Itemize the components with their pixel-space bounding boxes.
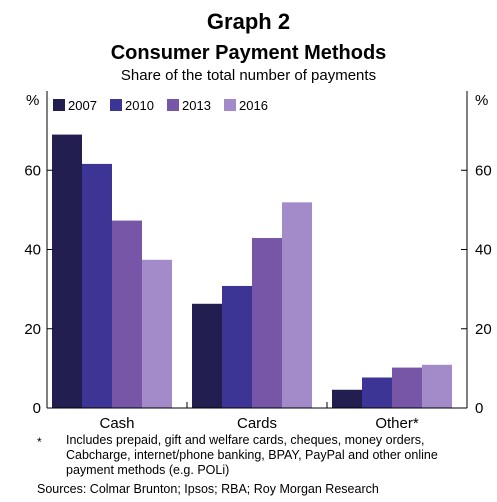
bar-cards-2013: [252, 238, 282, 408]
chart-subtitle: Consumer Payment Methods: [110, 42, 387, 64]
bar-cards-2010: [222, 285, 252, 408]
y-tick-label-left: 60: [24, 162, 41, 179]
legend-swatch-2013: [167, 99, 179, 111]
legend-swatch-2010: [110, 99, 122, 111]
legend-label-2016: 2016: [239, 98, 268, 113]
footnote-marker: *: [37, 435, 42, 449]
y-tick-label-right: 20: [475, 321, 492, 338]
y-unit-right: %: [475, 92, 488, 109]
bar-cards-2007: [192, 303, 222, 408]
x-tick-label: Cards: [237, 415, 277, 432]
legend-label-2013: 2013: [182, 98, 211, 113]
bar-other-2013: [392, 367, 422, 408]
legend-swatch-2007: [53, 99, 65, 111]
bar-cash-2010: [82, 163, 112, 408]
y-tick-label-left: 20: [24, 321, 41, 338]
bar-other-2016: [422, 364, 452, 408]
y-tick-label-right: 40: [475, 242, 492, 259]
y-tick-label-left: 0: [33, 400, 41, 417]
bar-cards-2016: [282, 202, 312, 408]
bar-other-2010: [362, 377, 392, 408]
y-tick-label-right: 60: [475, 162, 492, 179]
chart-title: Graph 2: [206, 9, 291, 34]
y-unit-left: %: [26, 92, 39, 109]
x-tick-label: Cash: [99, 415, 134, 432]
bar-other-2007: [332, 389, 362, 408]
chart-description: Share of the total number of payments: [120, 67, 377, 84]
y-tick-label-right: 0: [475, 400, 483, 417]
bar-cash-2013: [112, 220, 142, 408]
bar-cash-2007: [52, 134, 82, 408]
legend-swatch-2016: [224, 99, 236, 111]
y-tick-label-left: 40: [24, 242, 41, 259]
footnote-text: Includes prepaid, gift and welfare cards…: [66, 433, 438, 477]
sources-note: Sources: Colmar Brunton; Ipsos; RBA; Roy…: [37, 482, 379, 496]
bar-cash-2016: [142, 259, 172, 408]
legend-label-2010: 2010: [125, 98, 154, 113]
legend-label-2007: 2007: [68, 98, 97, 113]
x-tick-label: Other*: [375, 415, 419, 432]
